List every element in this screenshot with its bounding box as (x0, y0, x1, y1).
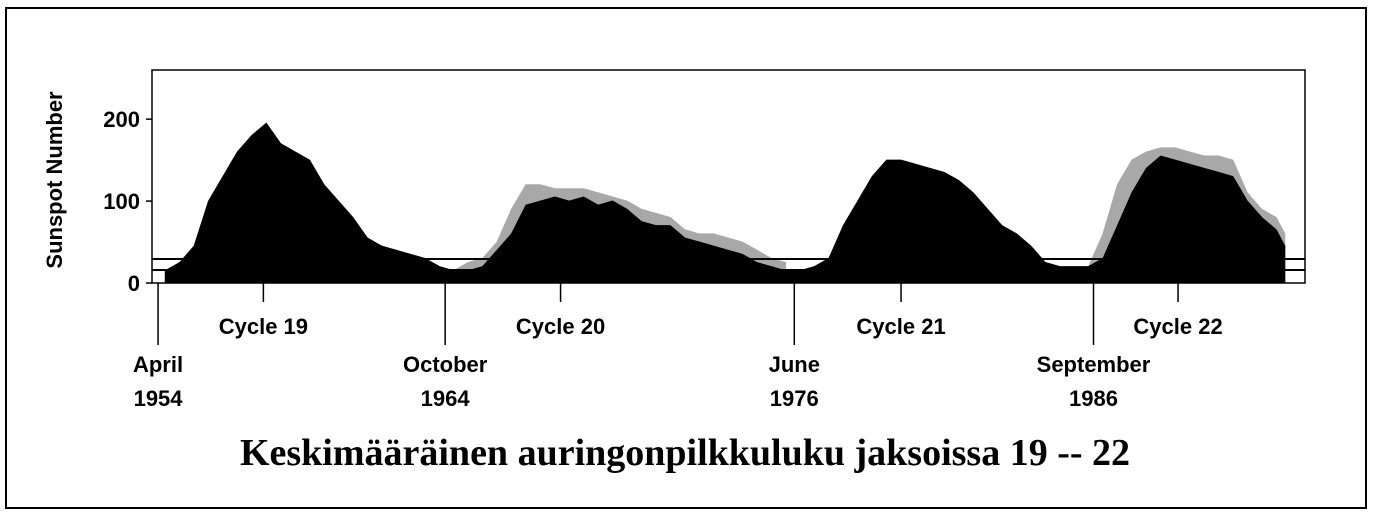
plot (164, 122, 1286, 284)
event-label: October (403, 352, 488, 377)
frame (5, 7, 1367, 509)
cycle-label: Cycle 19 (219, 314, 308, 339)
event-label: September (1037, 352, 1151, 377)
y-tick-label: 100 (103, 189, 140, 214)
cycle-label: Cycle 21 (856, 314, 945, 339)
cycle-label: Cycle 20 (516, 314, 605, 339)
event-label: April (133, 352, 183, 377)
y-tick-label: 200 (103, 107, 140, 132)
event-label: 1964 (421, 386, 471, 411)
event-label: 1976 (770, 386, 819, 411)
y-tick-label: 0 (128, 271, 140, 296)
cycle-label: Cycle 22 (1133, 314, 1222, 339)
y-axis-label: Sunspot Number (42, 91, 67, 269)
chart-title: Keskimääräinen auringonpilkkuluku jaksoi… (240, 432, 1130, 474)
event-label: 1986 (1069, 386, 1118, 411)
area (164, 122, 1286, 284)
event-label: June (769, 352, 820, 377)
event-label: 1954 (134, 386, 184, 411)
plot-frame (151, 69, 1306, 284)
